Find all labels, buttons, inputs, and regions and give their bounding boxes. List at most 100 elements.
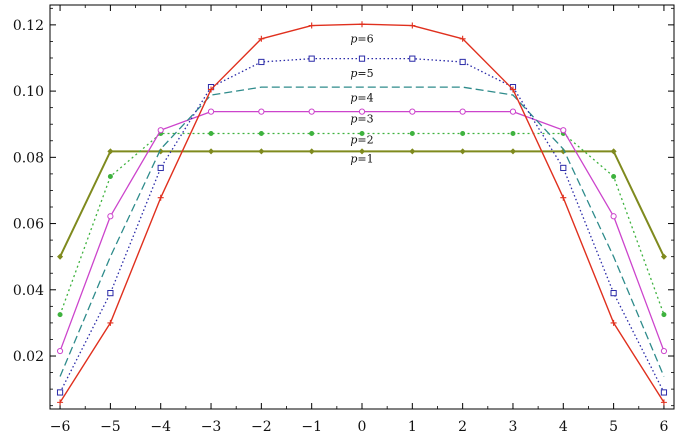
data-point [258, 58, 265, 66]
data-point [459, 108, 466, 115]
data-point [611, 174, 617, 180]
data-point [610, 289, 617, 297]
data-point [308, 148, 315, 155]
y-tick-label: 0.02 [13, 349, 44, 365]
series-label-var: p [350, 92, 357, 105]
data-point [459, 58, 466, 66]
data-point [660, 347, 668, 355]
series-line [59, 86, 665, 377]
data-point [409, 22, 416, 29]
series-label-value: =5 [357, 67, 373, 80]
data-point [157, 194, 164, 201]
series-p-1 [57, 148, 667, 260]
data-point [308, 55, 315, 62]
series-label-value: =1 [357, 153, 373, 166]
x-tick-label: −4 [150, 419, 171, 435]
x-tick-label: −1 [301, 419, 322, 435]
y-tick-label: 0.08 [13, 150, 44, 166]
series-label-value: =6 [357, 32, 373, 45]
data-point [460, 130, 466, 136]
data-point [560, 127, 567, 134]
data-point [56, 389, 64, 396]
series-label: p=3 [350, 113, 373, 126]
x-tick-label: 4 [559, 419, 568, 435]
data-point [509, 108, 517, 115]
series-label: p=4 [350, 92, 373, 105]
series-label-var: p [350, 67, 357, 80]
series-label-var: p [350, 32, 357, 45]
axes: −6 −5 −4 −3 −2 −1 0 1 2 3 4 5 6 0.02 0.04 0.06 0.08 0.10 0… [13, 4, 675, 435]
plot-frame [49, 4, 675, 410]
data-point [107, 174, 113, 180]
data-point [661, 312, 667, 318]
data-point [107, 213, 114, 220]
data-point [660, 389, 668, 396]
x-tick-label: 0 [358, 419, 367, 435]
data-point [157, 127, 164, 134]
data-point [510, 130, 516, 136]
data-point [409, 148, 416, 155]
data-point [358, 148, 366, 155]
series-label-var: p [350, 113, 357, 126]
data-point [509, 86, 516, 93]
data-point [560, 164, 567, 172]
data-point [610, 148, 617, 155]
data-point [207, 108, 215, 115]
series-group [56, 21, 668, 406]
data-point [258, 130, 264, 136]
series-label-value: =2 [357, 133, 373, 146]
data-point [358, 55, 366, 62]
data-point [359, 130, 365, 136]
data-point [459, 148, 466, 155]
series-label-value: =3 [357, 113, 373, 126]
y-tick-label: 0.12 [13, 18, 44, 34]
series-label: p=2 [350, 133, 373, 146]
series-p-2 [57, 130, 667, 318]
x-tick-label: −6 [50, 419, 71, 435]
data-point [359, 21, 365, 28]
data-point [208, 148, 215, 155]
data-point [258, 148, 265, 155]
x-tick-label: 6 [659, 419, 668, 435]
x-tick-label: −3 [201, 419, 222, 435]
series-p-6 [57, 21, 667, 406]
series-line [59, 150, 665, 258]
x-tick-label: −2 [251, 419, 272, 435]
data-point [409, 55, 416, 62]
data-point [409, 108, 416, 115]
series-line [59, 23, 665, 403]
data-point [610, 319, 617, 326]
data-point [57, 399, 64, 406]
data-point [509, 148, 516, 155]
x-tick-label: 3 [509, 419, 518, 435]
y-tick-label: 0.04 [13, 283, 44, 299]
data-point [309, 130, 315, 136]
y-tick-label: 0.06 [13, 217, 44, 233]
data-point [459, 35, 466, 42]
series-labels: p=1p=2p=3p=4p=5p=6 [350, 32, 373, 165]
x-tick-label: −5 [100, 419, 121, 435]
data-point [409, 130, 415, 136]
data-point [157, 164, 164, 172]
data-point [258, 108, 265, 115]
data-point [57, 312, 63, 318]
series-label-var: p [350, 153, 357, 166]
data-point [258, 35, 265, 42]
data-point [610, 213, 617, 220]
data-point [56, 347, 64, 355]
data-point [57, 253, 64, 260]
series-p-3 [56, 108, 668, 355]
data-point [660, 399, 667, 406]
series-label-value: =4 [357, 92, 373, 105]
data-point [107, 289, 114, 297]
data-point [107, 319, 114, 326]
series-label: p=1 [350, 153, 373, 166]
data-point [107, 148, 114, 155]
data-point [208, 86, 215, 93]
data-point [208, 130, 214, 136]
series-p-4 [59, 86, 665, 377]
series-label-var: p [350, 133, 357, 146]
data-point [308, 22, 315, 29]
series-label: p=6 [350, 32, 373, 45]
